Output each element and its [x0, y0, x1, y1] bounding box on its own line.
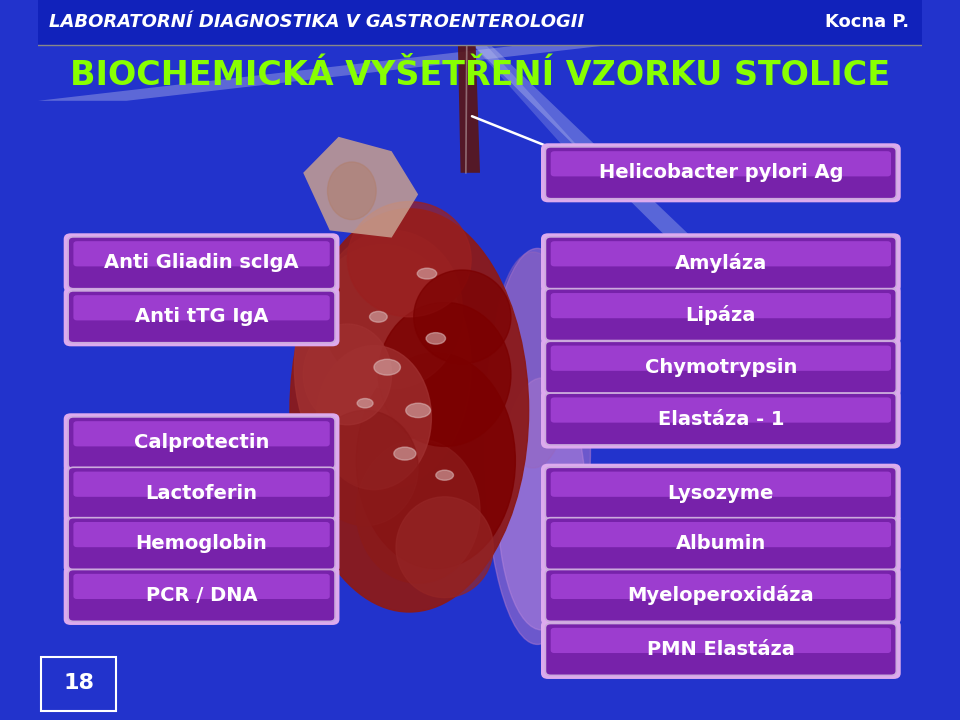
FancyBboxPatch shape — [545, 393, 897, 445]
FancyBboxPatch shape — [541, 233, 900, 292]
Ellipse shape — [396, 497, 493, 598]
Text: Myeloperoxidáza: Myeloperoxidáza — [628, 585, 814, 606]
FancyBboxPatch shape — [545, 570, 897, 621]
Polygon shape — [471, 43, 692, 245]
Ellipse shape — [414, 270, 511, 364]
FancyBboxPatch shape — [63, 413, 340, 472]
FancyBboxPatch shape — [545, 289, 897, 341]
FancyBboxPatch shape — [541, 390, 900, 449]
Text: Helicobacter pylori Ag: Helicobacter pylori Ag — [599, 163, 843, 182]
Ellipse shape — [426, 333, 445, 344]
FancyBboxPatch shape — [551, 293, 891, 318]
FancyBboxPatch shape — [551, 472, 891, 497]
FancyBboxPatch shape — [68, 417, 335, 469]
FancyBboxPatch shape — [545, 518, 897, 570]
Ellipse shape — [370, 311, 387, 323]
FancyBboxPatch shape — [73, 241, 329, 266]
Polygon shape — [458, 43, 480, 173]
FancyBboxPatch shape — [40, 657, 116, 711]
Ellipse shape — [295, 245, 471, 490]
FancyBboxPatch shape — [541, 514, 900, 573]
FancyBboxPatch shape — [545, 147, 897, 199]
Text: Lysozyme: Lysozyme — [667, 484, 774, 503]
Ellipse shape — [317, 346, 431, 490]
Ellipse shape — [497, 378, 586, 630]
Text: LABORATORNÍ DIAGNOSTIKA V GASTROENTEROLOGII: LABORATORNÍ DIAGNOSTIKA V GASTROENTEROLO… — [49, 14, 584, 32]
Text: Kocna P.: Kocna P. — [825, 14, 909, 32]
FancyBboxPatch shape — [541, 143, 900, 202]
Text: Amyláza: Amyláza — [675, 253, 767, 273]
FancyBboxPatch shape — [68, 467, 335, 519]
FancyBboxPatch shape — [63, 287, 340, 346]
FancyBboxPatch shape — [551, 397, 891, 423]
Ellipse shape — [378, 302, 511, 446]
Ellipse shape — [348, 202, 471, 317]
FancyBboxPatch shape — [551, 241, 891, 266]
Text: Chymotrypsin: Chymotrypsin — [645, 358, 797, 377]
FancyBboxPatch shape — [541, 464, 900, 523]
FancyBboxPatch shape — [73, 522, 329, 547]
FancyBboxPatch shape — [541, 566, 900, 625]
Text: BIOCHEMICKÁ VYŠETŘENÍ VZORKU STOLICE: BIOCHEMICKÁ VYŠETŘENÍ VZORKU STOLICE — [70, 59, 890, 92]
FancyBboxPatch shape — [551, 628, 891, 653]
FancyBboxPatch shape — [63, 233, 340, 292]
FancyBboxPatch shape — [63, 464, 340, 523]
Text: Lactoferin: Lactoferin — [146, 484, 257, 503]
FancyBboxPatch shape — [38, 0, 922, 45]
FancyBboxPatch shape — [541, 620, 900, 679]
FancyBboxPatch shape — [551, 346, 891, 371]
FancyBboxPatch shape — [68, 237, 335, 289]
FancyBboxPatch shape — [73, 574, 329, 599]
FancyBboxPatch shape — [73, 472, 329, 497]
Polygon shape — [471, 43, 621, 202]
FancyBboxPatch shape — [68, 518, 335, 570]
FancyBboxPatch shape — [68, 570, 335, 621]
Ellipse shape — [357, 399, 373, 408]
Ellipse shape — [327, 162, 376, 220]
FancyBboxPatch shape — [545, 467, 897, 519]
Ellipse shape — [356, 439, 480, 583]
FancyBboxPatch shape — [73, 421, 329, 446]
Ellipse shape — [485, 248, 590, 644]
Text: Albumin: Albumin — [676, 534, 766, 553]
Text: PMN Elastáza: PMN Elastáza — [647, 640, 795, 659]
Ellipse shape — [394, 447, 416, 460]
Ellipse shape — [493, 252, 573, 468]
Ellipse shape — [374, 359, 400, 375]
Ellipse shape — [312, 410, 419, 526]
FancyBboxPatch shape — [551, 151, 891, 176]
Text: Hemoglobin: Hemoglobin — [135, 534, 268, 553]
FancyBboxPatch shape — [551, 574, 891, 599]
Text: Calprotectin: Calprotectin — [133, 433, 269, 452]
FancyBboxPatch shape — [551, 522, 891, 547]
Ellipse shape — [418, 269, 437, 279]
Polygon shape — [38, 45, 612, 101]
FancyBboxPatch shape — [541, 285, 900, 344]
Text: Anti Gliadin scIgA: Anti Gliadin scIgA — [105, 253, 299, 272]
FancyBboxPatch shape — [63, 566, 340, 625]
Ellipse shape — [356, 353, 516, 569]
FancyBboxPatch shape — [73, 295, 329, 320]
Text: PCR / DNA: PCR / DNA — [146, 586, 257, 605]
Text: Anti tTG IgA: Anti tTG IgA — [134, 307, 269, 326]
FancyBboxPatch shape — [68, 291, 335, 343]
Text: Lipáza: Lipáza — [685, 305, 756, 325]
Polygon shape — [303, 137, 419, 238]
FancyBboxPatch shape — [541, 338, 900, 397]
Ellipse shape — [290, 209, 529, 612]
FancyBboxPatch shape — [545, 624, 897, 675]
Ellipse shape — [436, 470, 453, 480]
Text: Elastáza - 1: Elastáza - 1 — [658, 410, 784, 428]
Ellipse shape — [406, 403, 430, 418]
Text: 18: 18 — [63, 673, 94, 693]
FancyBboxPatch shape — [545, 237, 897, 289]
Ellipse shape — [303, 324, 392, 425]
FancyBboxPatch shape — [545, 341, 897, 393]
FancyBboxPatch shape — [63, 514, 340, 573]
Ellipse shape — [321, 230, 463, 389]
